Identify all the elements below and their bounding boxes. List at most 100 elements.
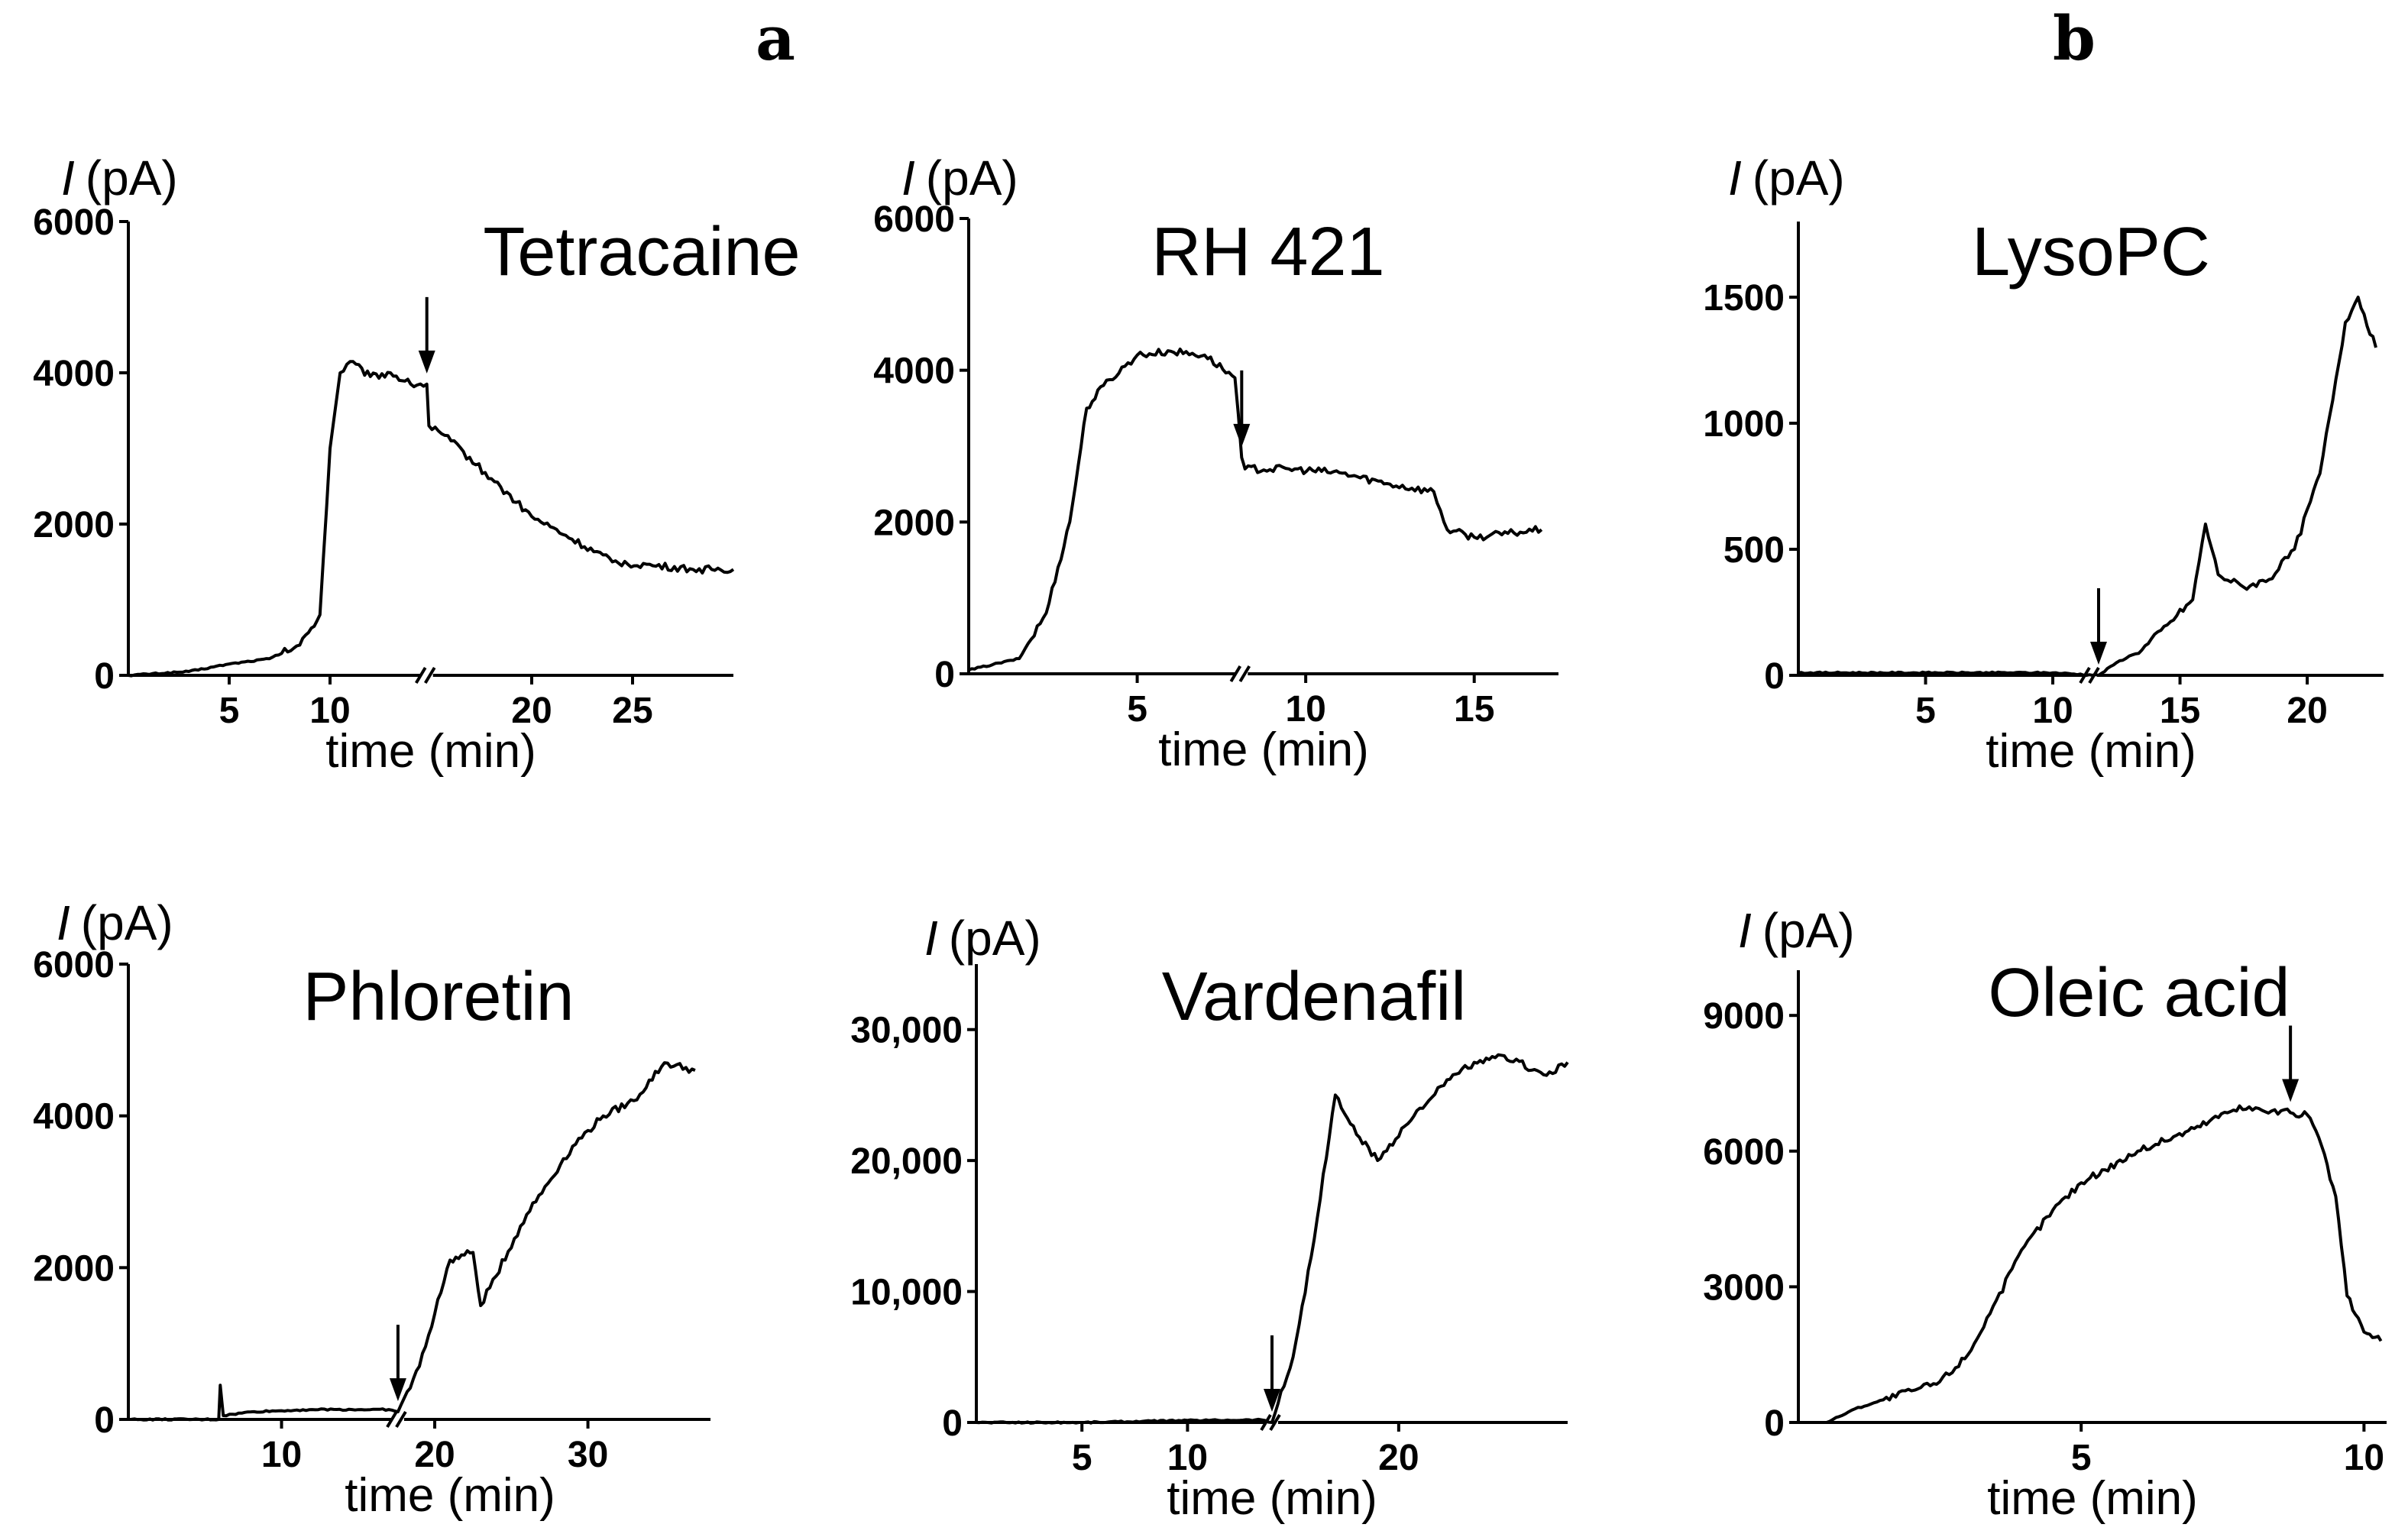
y-axis-label: I (pA) xyxy=(1738,903,1855,958)
addition-arrow-head xyxy=(418,350,435,374)
x-tick-label: 5 xyxy=(1127,689,1147,730)
x-axis-label: time (min) xyxy=(345,1469,555,1522)
chart-5: I (pA) Vardenafil 0 10,000 20,000 30,000 5 10 20t… xyxy=(850,911,1569,1525)
y-tick-label: 2000 xyxy=(33,1248,115,1289)
series-line xyxy=(976,1053,1569,1425)
addition-arrow-head xyxy=(1233,423,1251,447)
axis-break-mark xyxy=(424,666,436,684)
y-axis-label-unit: (pA) xyxy=(1753,150,1845,206)
y-tick-label: 0 xyxy=(942,1403,963,1444)
axis-break-mark xyxy=(386,1410,398,1429)
panel-label-b: b xyxy=(2053,2,2096,74)
y-axis-label-unit: (pA) xyxy=(1762,903,1855,958)
y-axis-label-symbol: I xyxy=(57,895,70,950)
y-axis-label: I (pA) xyxy=(57,895,173,950)
axis-break-mark xyxy=(1238,665,1251,683)
axis-break-mark xyxy=(1269,1413,1281,1432)
y-tick-label: 10,000 xyxy=(850,1273,963,1313)
chart-title: RH 421 xyxy=(1151,214,1384,290)
series-line xyxy=(1798,296,2377,677)
y-tick-label: 3000 xyxy=(1703,1267,1785,1308)
y-axis-label-symbol: I xyxy=(901,150,915,206)
x-tick-label: 20 xyxy=(414,1435,455,1475)
x-tick-label: 5 xyxy=(2071,1438,2092,1478)
y-tick-label: 20,000 xyxy=(850,1141,963,1182)
y-tick-label: 6000 xyxy=(33,202,115,243)
x-tick-label: 5 xyxy=(1072,1438,1092,1478)
y-axis-label: I (pA) xyxy=(1728,150,1845,206)
y-tick-label: 9000 xyxy=(1703,996,1785,1037)
chart-3: I (pA) LysoPC 0 500 1000 1500 5 10 15 20 time (min) xyxy=(1703,150,2384,778)
y-axis-label: I (pA) xyxy=(924,911,1041,966)
addition-arrow-head xyxy=(2282,1079,2300,1102)
x-axis-label: time (min) xyxy=(1167,1472,1377,1525)
y-axis-label-symbol: I xyxy=(1728,150,1742,206)
y-tick-label: 0 xyxy=(94,656,115,697)
series-line xyxy=(1826,1104,2383,1424)
x-tick-label: 30 xyxy=(568,1435,608,1475)
series-line xyxy=(128,1061,696,1422)
y-tick-label: 6000 xyxy=(1703,1132,1785,1173)
y-tick-label: 4000 xyxy=(873,351,955,392)
y-axis-label: I (pA) xyxy=(61,150,178,206)
x-tick-label: 20 xyxy=(2287,691,2327,731)
chart-title: Oleic acid xyxy=(1988,955,2290,1031)
axis-break-mark xyxy=(1229,665,1242,683)
y-axis-label-unit: (pA) xyxy=(926,150,1018,206)
chart-6: I (pA) Oleic acid 0 3000 6000 9000 5 10 time (min… xyxy=(1703,903,2387,1525)
x-tick-label: 10 xyxy=(1285,689,1325,730)
x-tick-label: 20 xyxy=(511,691,552,731)
y-tick-label: 500 xyxy=(1723,530,1785,571)
chart-title: Vardenafil xyxy=(1162,959,1467,1035)
x-tick-label: 5 xyxy=(219,691,240,731)
y-axis-label-unit: (pA) xyxy=(81,895,173,950)
chart-4: I (pA) Phloretin 0 2000 4000 6000 10 20 30 time (m… xyxy=(33,895,710,1522)
chart-title: LysoPC xyxy=(1972,214,2210,290)
x-tick-label: 20 xyxy=(1378,1438,1419,1478)
x-axis-label: time (min) xyxy=(325,725,536,778)
x-tick-label: 25 xyxy=(612,691,652,731)
chart-1: I (pA) Tetracaine 0 2000 4000 6000 5 10 20 25 time … xyxy=(33,150,800,778)
y-axis-label-symbol: I xyxy=(61,150,75,206)
x-axis-label: time (min) xyxy=(1158,723,1369,776)
chart-title: Phloretin xyxy=(303,959,574,1035)
y-tick-label: 0 xyxy=(94,1400,115,1441)
y-tick-label: 2000 xyxy=(873,503,955,543)
y-tick-label: 0 xyxy=(934,655,955,695)
addition-arrow-head xyxy=(2089,642,2107,665)
axis-break-mark xyxy=(395,1410,407,1429)
x-tick-label: 10 xyxy=(1167,1438,1208,1478)
y-axis-label-unit: (pA) xyxy=(949,911,1041,966)
y-axis-label: I (pA) xyxy=(901,150,1018,206)
series-line xyxy=(128,360,735,678)
y-axis-label-symbol: I xyxy=(1738,903,1752,958)
y-tick-label: 1500 xyxy=(1703,278,1785,319)
x-tick-label: 10 xyxy=(2344,1438,2384,1478)
addition-arrow-head xyxy=(389,1378,406,1402)
series-line xyxy=(968,348,1543,672)
addition-arrow-head xyxy=(1264,1389,1280,1412)
y-tick-label: 6000 xyxy=(33,945,115,985)
x-axis-label: time (min) xyxy=(1987,1472,2198,1525)
y-tick-label: 30,000 xyxy=(850,1011,963,1051)
y-tick-label: 6000 xyxy=(873,199,955,240)
y-tick-label: 0 xyxy=(1764,656,1785,697)
x-tick-label: 10 xyxy=(2032,691,2073,731)
panel-label-a: a xyxy=(756,2,795,74)
x-tick-label: 10 xyxy=(309,691,350,731)
x-tick-label: 15 xyxy=(2160,691,2200,731)
x-tick-label: 15 xyxy=(1454,689,1494,730)
y-axis-label-symbol: I xyxy=(924,911,938,966)
x-tick-label: 10 xyxy=(261,1435,302,1475)
y-tick-label: 2000 xyxy=(33,505,115,545)
y-tick-label: 4000 xyxy=(33,354,115,394)
y-tick-label: 4000 xyxy=(33,1097,115,1138)
y-axis-label-unit: (pA) xyxy=(86,150,178,206)
chart-title: Tetracaine xyxy=(483,214,800,290)
chart-2: I (pA) RH 421 0 2000 4000 6000 5 10 15 time (min) xyxy=(873,150,1558,776)
x-tick-label: 5 xyxy=(1915,691,1936,731)
axis-break-mark xyxy=(415,666,427,684)
x-axis-label: time (min) xyxy=(1986,725,2196,778)
